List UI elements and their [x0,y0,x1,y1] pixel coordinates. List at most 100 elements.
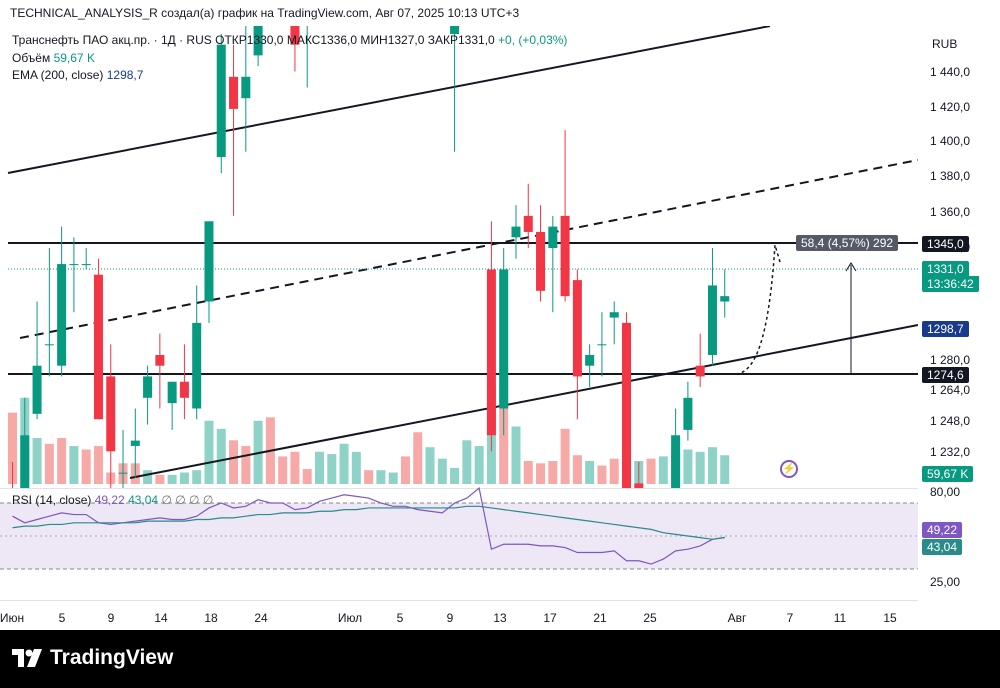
trend-lines [7,26,918,479]
candle [130,408,140,479]
candle-body [585,355,595,366]
candle-body [450,26,460,34]
close-value: 1331,0 [458,33,495,47]
candle [438,0,447,7]
candle-body [143,376,153,398]
candle-body [511,226,521,238]
price-tick-label: 1 420,0 [930,100,970,114]
chart-canvas[interactable]: 80,00 25,00 1 440,0 1 420,0 1 400,0 1 380,0 1… [0,0,1000,630]
tradingview-logo-icon [12,649,42,667]
candle-body [69,264,79,266]
price-tick-label: 1 440,0 [930,65,970,79]
rsi-ma-line [12,505,725,540]
candle-body [486,269,496,436]
volume-bar [536,463,546,484]
time-axis: Июн 5 9 14 18 24 Июл 5 9 13 17 21 25 Авг 7 11 15 [0,600,918,625]
ema-badge: 1298,7 [922,321,969,337]
price-tick-label: 1 380,0 [930,169,970,183]
volume-bar [597,465,607,484]
volume-bar [560,428,570,484]
candle-body [81,264,91,266]
candle-body [216,44,226,158]
volume-bar [8,412,17,484]
volume-bar [69,446,79,484]
legend-main: Транснефть ПАО акц.пр. · 1Д · RUS ОТКР13… [12,33,567,47]
volume-bar [229,440,239,484]
brand-name: TradingView [50,646,174,669]
volume-bar [400,456,410,484]
channel-lower-line [129,324,918,479]
footer-bar [0,630,1000,688]
volume-bar [364,470,374,484]
candle [560,130,570,302]
candle-body [609,312,619,318]
rsi-label: RSI (14, close) [12,493,92,507]
volume-bar [376,470,386,484]
countdown-badge: 13:36:42 [922,276,979,292]
volume-bar [609,458,619,484]
open-value: 1330,0 [246,33,284,47]
candle-body [622,322,631,488]
rsi-line [12,487,725,565]
candle-body [683,397,693,430]
volume-bar [523,461,533,484]
candle [118,429,128,488]
close-label: ЗАКР [427,33,458,47]
candle-body [499,269,509,409]
currency-label: RUB [932,37,958,51]
time-tick-label: 13 [493,611,507,625]
price-tick-label: 1 360,0 [930,205,970,219]
candle [683,381,693,441]
candle-body [720,296,730,302]
legend-rsi[interactable]: RSI (14, close) 49,22 43,04 ∅ ∅ ∅ ∅ [12,493,213,507]
volume-bar [413,432,423,484]
candle-body [560,215,570,297]
rsi-tick-label: 25,00 [930,575,960,589]
candle [536,205,546,302]
candle [671,408,681,488]
volume-bar [241,446,251,484]
attribution-bar: TECHNICAL_ANALYSIS_R создал(а) график на… [0,0,1000,26]
volume-bar [327,454,337,484]
price-tick-label: 1 400,0 [930,134,970,148]
level-top-badge: 1345,0 [922,236,969,252]
candle [450,26,460,152]
candle [290,26,300,72]
rsi-extra: ∅ ∅ ∅ ∅ [161,493,214,507]
candle-body [671,435,681,488]
rsi-ma-badge: 43,04 [922,539,963,555]
tradingview-logo[interactable]: TradingView [12,646,173,670]
volume-bar [155,474,165,484]
time-tick-label: Авг [728,611,747,625]
ema-label: EMA (200, close) [12,68,104,82]
volume-value: 59,67 K [53,51,95,65]
candle [707,248,717,366]
time-tick-label: Июл [338,611,362,625]
candle [622,312,631,488]
price-tick-label: 1 264,0 [930,383,970,397]
candle-body [253,26,263,56]
candle-body [192,322,202,409]
candle-body [303,13,312,24]
flash-icon[interactable]: ⚡ [780,460,798,478]
legend-ema[interactable]: EMA (200, close) 1298,7 [12,68,143,82]
candle-body [290,26,300,45]
candle-body [32,365,42,414]
candle-body [438,0,447,7]
candle [20,397,30,488]
price-tick-label: 1 232,0 [930,445,970,459]
volume-bar [707,447,717,484]
time-tick-label: 24 [254,611,268,625]
legend-volume[interactable]: Объём 59,67 K [12,51,95,65]
candle-body [536,231,546,291]
symbol-label[interactable]: Транснефть ПАО акц.пр. · 1Д · RUS [12,33,212,47]
candle [44,248,54,377]
volume-bar [585,461,595,484]
time-tick-label: 5 [397,611,404,625]
candle-body [707,285,717,355]
rsi-badge: 49,22 [922,522,963,538]
time-axis-separator [0,600,918,601]
candles [12,0,730,488]
time-tick-label: 15 [883,611,897,625]
volume-bar [81,449,91,484]
